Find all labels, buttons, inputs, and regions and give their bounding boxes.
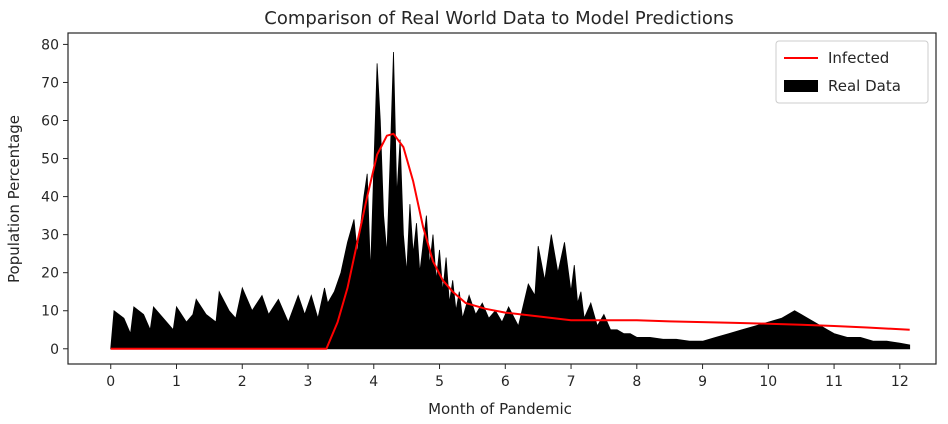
x-axis-label: Month of Pandemic — [428, 400, 572, 418]
plot-area — [110, 51, 911, 350]
x-tick-label: 7 — [567, 374, 576, 390]
y-tick-label: 30 — [41, 228, 59, 244]
y-tick-label: 20 — [41, 266, 59, 282]
x-tick-label: 3 — [304, 374, 313, 390]
x-tick-label: 12 — [891, 374, 909, 390]
y-tick-label: 60 — [41, 114, 59, 130]
legend: Infected Real Data — [775, 40, 929, 104]
x-tick-label: 11 — [825, 374, 843, 390]
x-axis: 0 1 2 3 4 5 6 7 8 9 10 11 12 — [106, 364, 909, 390]
series-infected-line — [110, 132, 910, 350]
x-tick-label: 2 — [238, 374, 247, 390]
y-axis: 0 10 20 30 40 50 60 70 80 — [41, 37, 68, 358]
legend-real-data-swatch — [784, 80, 818, 92]
legend-infected-label: Infected — [828, 49, 889, 67]
x-tick-label: 8 — [632, 374, 641, 390]
legend-real-data-label: Real Data — [828, 77, 901, 95]
series-real-data-area — [110, 51, 911, 350]
y-tick-label: 50 — [41, 152, 59, 168]
y-axis-label: Population Percentage — [5, 115, 23, 283]
plot-frame — [67, 32, 937, 365]
x-tick-label: 4 — [369, 374, 378, 390]
x-tick-label: 10 — [759, 374, 777, 390]
x-tick-label: 9 — [698, 374, 707, 390]
x-tick-label: 6 — [501, 374, 510, 390]
y-tick-label: 70 — [41, 75, 59, 91]
y-tick-label: 0 — [50, 342, 59, 358]
y-tick-label: 10 — [41, 304, 59, 320]
chart-title: Comparison of Real World Data to Model P… — [264, 8, 733, 29]
x-tick-label: 5 — [435, 374, 444, 390]
y-tick-label: 80 — [41, 37, 59, 53]
y-tick-label: 40 — [41, 190, 59, 206]
x-tick-label: 1 — [172, 374, 181, 390]
x-tick-label: 0 — [106, 374, 115, 390]
